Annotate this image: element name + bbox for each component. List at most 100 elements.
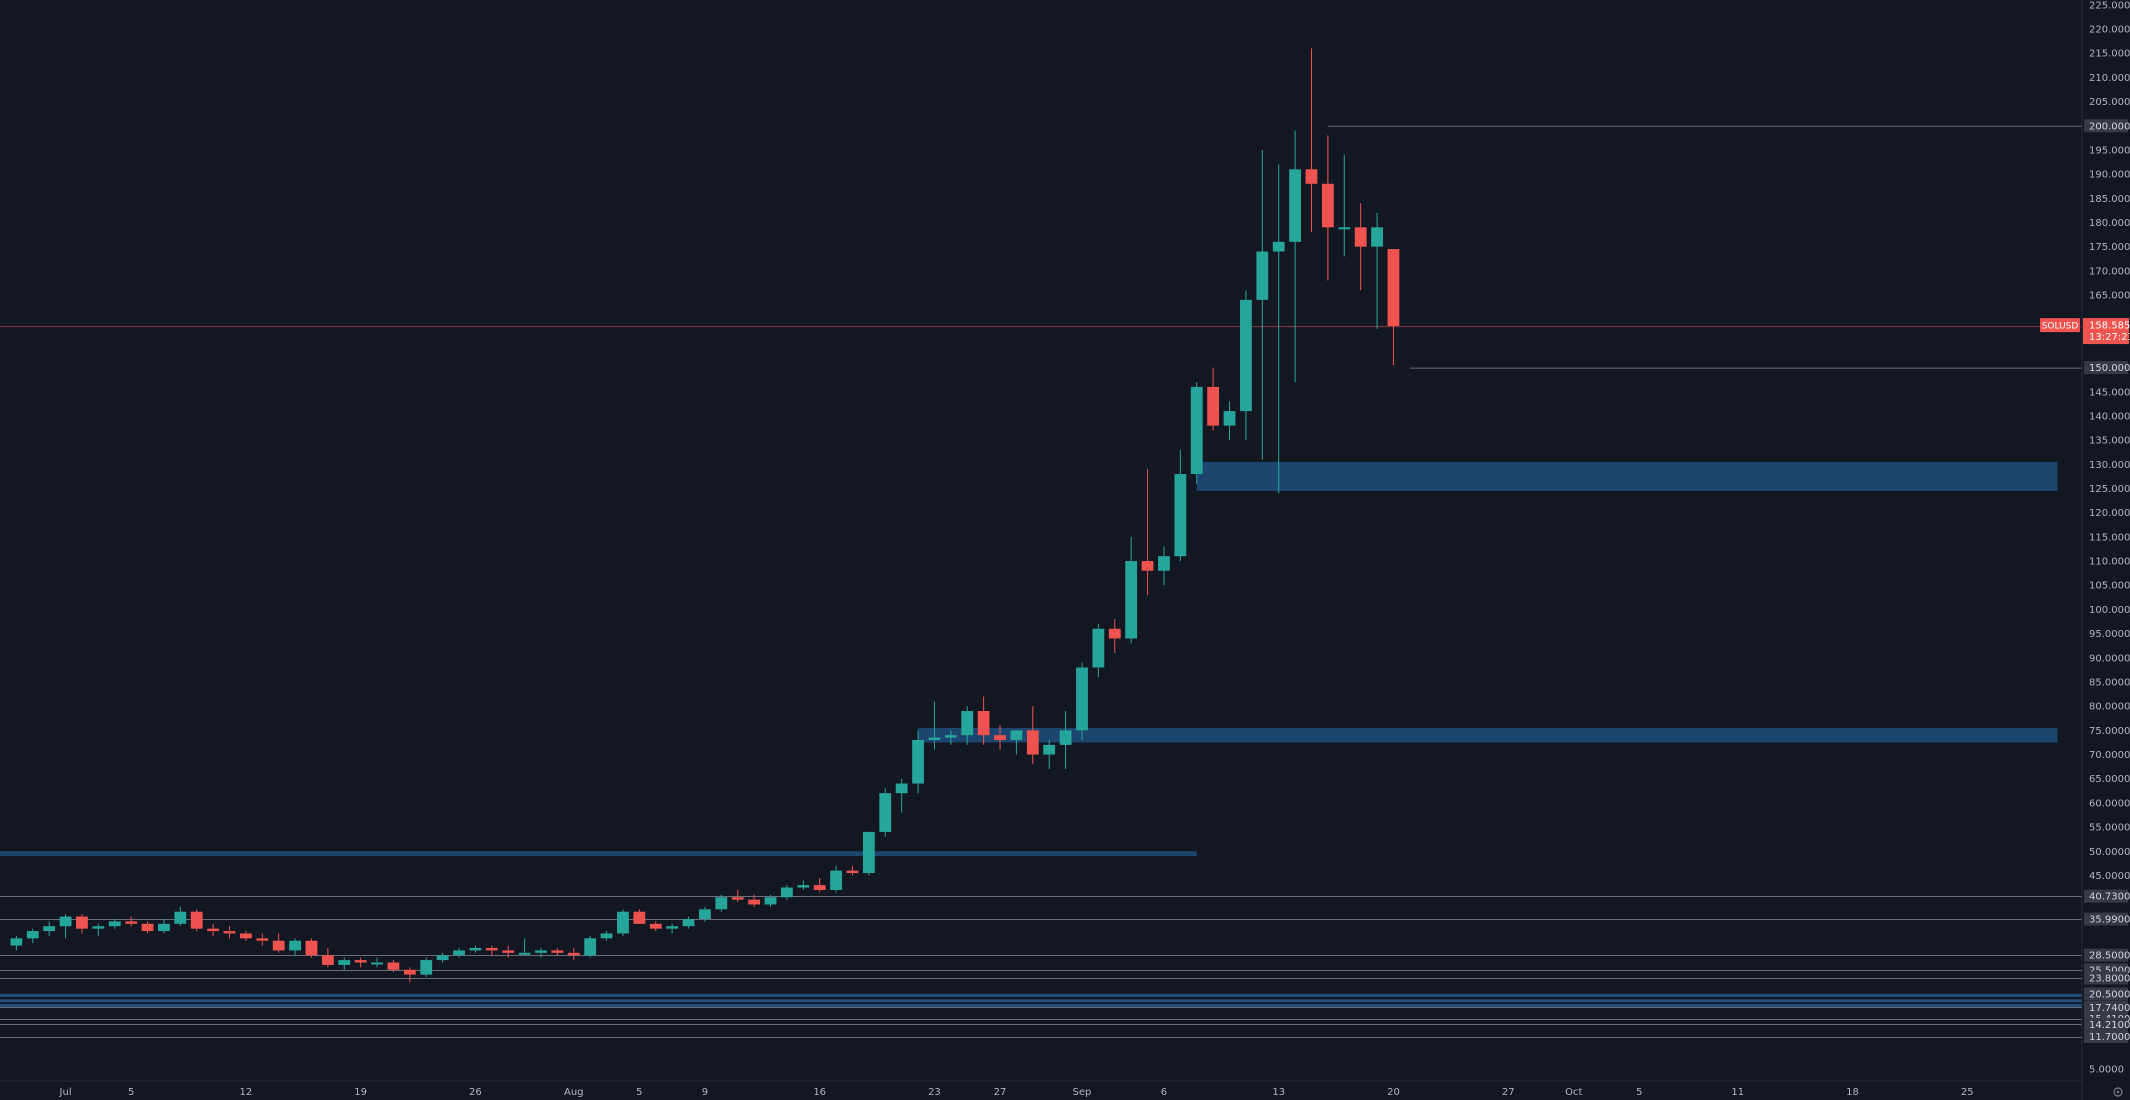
candle[interactable] (1387, 249, 1400, 366)
candle[interactable] (59, 914, 72, 939)
candle-body[interactable] (1026, 730, 1039, 755)
candle[interactable] (387, 960, 400, 973)
candle[interactable] (403, 967, 416, 982)
candle[interactable] (141, 921, 154, 934)
candle-body[interactable] (862, 831, 875, 874)
candle-body[interactable] (1076, 667, 1088, 731)
candle-body[interactable] (190, 911, 203, 929)
candle-body[interactable] (944, 735, 957, 738)
candle[interactable] (944, 730, 957, 745)
candle[interactable] (1240, 290, 1252, 441)
candle[interactable] (617, 909, 629, 936)
candle[interactable] (354, 957, 367, 968)
candle[interactable] (305, 938, 318, 958)
candle-body[interactable] (338, 960, 351, 965)
candle-body[interactable] (453, 950, 465, 956)
candle-body[interactable] (961, 710, 974, 736)
candle[interactable] (862, 831, 875, 876)
candle[interactable] (502, 945, 515, 958)
candle-body[interactable] (403, 969, 416, 975)
candle[interactable] (551, 947, 564, 956)
candle[interactable] (895, 778, 908, 813)
candle[interactable] (780, 885, 793, 900)
candle[interactable] (813, 877, 826, 893)
candle[interactable] (912, 730, 924, 794)
candle[interactable] (797, 880, 810, 890)
candle[interactable] (436, 952, 449, 963)
candle-body[interactable] (240, 933, 252, 939)
candle-body[interactable] (1092, 628, 1105, 668)
candle[interactable] (256, 933, 269, 946)
candle[interactable] (731, 889, 744, 903)
candle[interactable] (879, 788, 892, 837)
candle-body[interactable] (617, 911, 629, 934)
candle-body[interactable] (1059, 730, 1072, 745)
candlestick-series[interactable] (10, 48, 1400, 982)
candle-body[interactable] (633, 911, 646, 924)
candle-body[interactable] (92, 926, 105, 929)
candle-body[interactable] (502, 950, 515, 953)
candle[interactable] (26, 928, 39, 944)
candle-body[interactable] (1207, 386, 1220, 426)
candle-body[interactable] (977, 710, 990, 736)
candle-body[interactable] (76, 916, 88, 929)
candle[interactable] (371, 957, 383, 968)
candle[interactable] (567, 947, 580, 961)
candle-body[interactable] (305, 940, 318, 956)
candle[interactable] (961, 706, 974, 745)
candle-body[interactable] (371, 962, 383, 965)
candle-body[interactable] (26, 931, 39, 939)
candle-body[interactable] (387, 962, 400, 970)
candle-body[interactable] (830, 870, 842, 890)
candle[interactable] (158, 918, 170, 934)
candle[interactable] (1141, 469, 1154, 595)
candle[interactable] (1026, 706, 1039, 765)
candle[interactable] (994, 725, 1006, 750)
candle-body[interactable] (895, 783, 908, 794)
candle-body[interactable] (912, 740, 924, 784)
candle[interactable] (666, 923, 679, 934)
candle-body[interactable] (1223, 411, 1236, 426)
candle-body[interactable] (928, 737, 941, 741)
candle-body[interactable] (551, 950, 564, 953)
candle[interactable] (1256, 149, 1269, 460)
candle[interactable] (125, 916, 138, 927)
candle-body[interactable] (469, 947, 482, 951)
candle-body[interactable] (354, 960, 367, 963)
settings-gear-icon[interactable] (2113, 1087, 2123, 1097)
candle[interactable] (699, 906, 711, 922)
candle-body[interactable] (207, 928, 220, 932)
candle-body[interactable] (731, 897, 744, 900)
candle-body[interactable] (1174, 473, 1187, 557)
candle[interactable] (92, 923, 105, 936)
candle-body[interactable] (1289, 169, 1302, 242)
candle-body[interactable] (1354, 227, 1367, 247)
candle[interactable] (1108, 619, 1121, 653)
candle-body[interactable] (1043, 744, 1056, 755)
candle[interactable] (1321, 135, 1334, 281)
candle[interactable] (1092, 623, 1105, 678)
candle-body[interactable] (436, 955, 449, 961)
candle[interactable] (190, 909, 203, 932)
candle-body[interactable] (59, 916, 72, 927)
candle-body[interactable] (1190, 386, 1203, 474)
candle-body[interactable] (1305, 169, 1318, 184)
candle[interactable] (535, 947, 547, 958)
candle-body[interactable] (1141, 561, 1154, 571)
candle-body[interactable] (1240, 299, 1252, 412)
candle[interactable] (928, 701, 941, 750)
candle[interactable] (174, 906, 187, 927)
candle[interactable] (846, 865, 859, 876)
candle[interactable] (1305, 48, 1318, 233)
candle[interactable] (1190, 382, 1203, 484)
candle-body[interactable] (1108, 628, 1121, 639)
candle-body[interactable] (666, 926, 679, 929)
candle-body[interactable] (485, 947, 498, 951)
candle[interactable] (10, 935, 23, 951)
candle-body[interactable] (813, 885, 826, 890)
candle[interactable] (485, 945, 498, 956)
candle[interactable] (1371, 212, 1383, 329)
candle-body[interactable] (879, 793, 892, 832)
candle[interactable] (584, 935, 597, 958)
candle[interactable] (223, 926, 236, 939)
